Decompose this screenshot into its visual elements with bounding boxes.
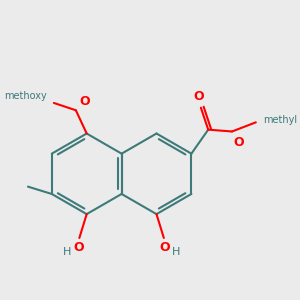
Text: methyl: methyl [263,116,297,125]
Text: O: O [73,241,84,254]
Text: O: O [233,136,244,149]
Text: O: O [159,241,170,254]
Text: O: O [80,94,90,107]
Text: O: O [194,90,204,103]
Text: H: H [63,247,71,257]
Text: H: H [172,247,180,257]
Text: methoxy: methoxy [4,91,46,101]
